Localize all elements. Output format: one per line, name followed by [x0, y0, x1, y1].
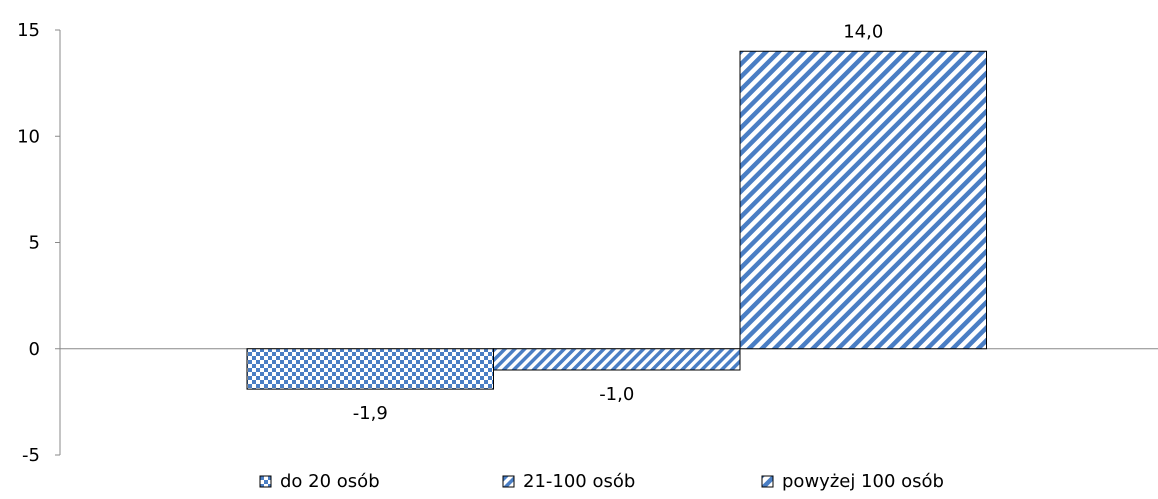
y-tick-label: 15	[17, 20, 40, 41]
data-label-3: 14,0	[843, 21, 883, 42]
bar-1	[246, 348, 494, 390]
legend-label-2: 21-100 osób	[523, 471, 635, 492]
y-tick-label: 5	[29, 233, 40, 254]
data-label-2: -1,0	[599, 384, 634, 405]
legend: do 20 osób 21-100 osób powyżej 100 osób	[259, 471, 944, 492]
bars	[246, 50, 987, 390]
data-labels: -1,9 -1,0 14,0	[353, 21, 884, 424]
bar-3	[739, 50, 987, 350]
y-tick-label: 10	[17, 126, 40, 147]
legend-label-3: powyżej 100 osób	[782, 471, 944, 492]
legend-swatch-1	[259, 475, 272, 488]
y-tick-label: 0	[29, 339, 40, 360]
legend-label-1: do 20 osób	[280, 471, 380, 492]
bar-2	[493, 348, 741, 371]
legend-swatch-2	[502, 475, 515, 488]
data-label-1: -1,9	[353, 403, 388, 424]
legend-swatch-3	[761, 475, 774, 488]
y-tick-label: -5	[22, 445, 40, 466]
